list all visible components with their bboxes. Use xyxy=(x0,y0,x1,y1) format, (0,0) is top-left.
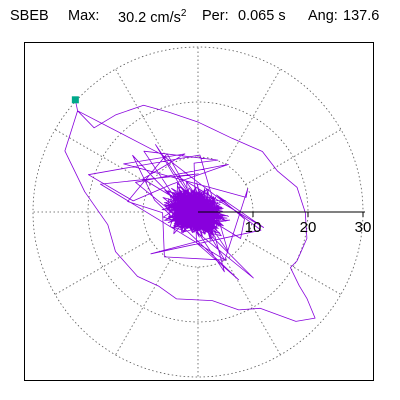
grid-spoke xyxy=(225,68,281,165)
plot-frame xyxy=(24,42,374,381)
tick-label-20: 20 xyxy=(300,219,317,236)
chart-title: SBEB Max: 30.2 cm/s2 Per: 0.065 s Ang: 1… xyxy=(0,8,400,34)
tick-label-30: 30 xyxy=(355,219,372,236)
period-value: 0.065 s xyxy=(238,8,286,24)
angle-value: 137.6 xyxy=(343,8,380,24)
grid-spoke xyxy=(225,259,281,356)
angle-label: Ang: xyxy=(308,8,338,24)
station-name: SBEB xyxy=(10,8,49,24)
radial-axis: 10 20 30 xyxy=(198,211,372,236)
tick-label-10: 10 xyxy=(245,219,262,236)
max-value: 30.2 cm/s2 xyxy=(118,8,186,26)
peak-marker-group xyxy=(71,96,79,104)
acceleration-trace xyxy=(64,99,316,322)
peak-marker xyxy=(71,96,79,104)
period-label: Per: xyxy=(202,8,229,24)
trace-path xyxy=(64,99,316,322)
max-unit-exponent: 2 xyxy=(180,8,187,19)
grid-spoke xyxy=(115,259,171,356)
max-label: Max: xyxy=(68,8,100,24)
grid-spoke xyxy=(54,239,151,295)
max-value-number: 30.2 cm/s xyxy=(118,10,181,26)
grid-spoke xyxy=(245,239,342,295)
